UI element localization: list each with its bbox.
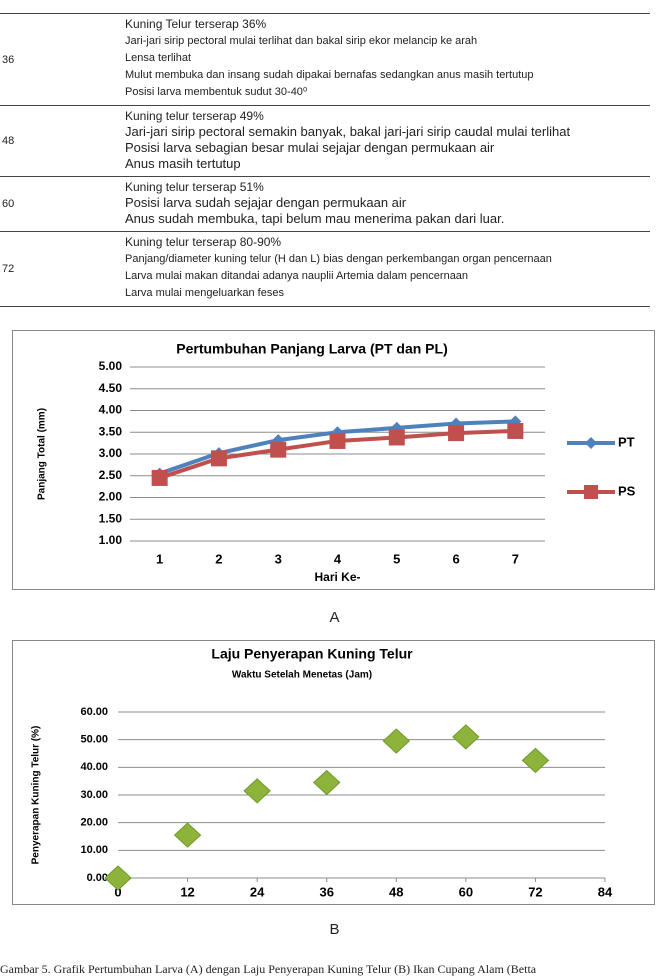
description-line: Larva mulai makan ditandai adanya naupli… — [125, 270, 469, 282]
data-point — [210, 450, 227, 467]
x-tick-label: 5 — [393, 551, 400, 566]
data-point — [507, 422, 524, 439]
description-line: Posisi larva sudah sejajar dengan permuk… — [125, 195, 407, 210]
x-tick-label: 48 — [389, 884, 403, 899]
legend-swatch — [585, 437, 597, 449]
x-tick-label: 72 — [528, 884, 542, 899]
table-row: 36 Kuning Telur terserap 36% Jari-jari sir… — [0, 14, 650, 106]
legend-label: PS — [618, 483, 636, 498]
y-tick-label: 3.50 — [99, 424, 123, 438]
hour-cell: 72 — [2, 263, 15, 275]
data-point — [388, 429, 405, 446]
chart-subtitle: Waktu Setelah Menetas (Jam) — [232, 670, 372, 681]
x-tick-label: 12 — [180, 884, 194, 899]
y-tick-label: 10.00 — [80, 844, 108, 856]
x-tick-label: 84 — [598, 884, 613, 899]
data-point — [270, 441, 287, 458]
x-tick-label: 4 — [334, 551, 342, 566]
y-tick-label: 4.00 — [99, 403, 123, 417]
description-line: Jari-jari sirip pectoral mulai terlihat … — [125, 35, 478, 47]
hour-cell: 60 — [2, 198, 15, 210]
description-line: Anus sudah membuka, tapi belum mau mener… — [125, 211, 505, 226]
x-tick-label: 3 — [275, 551, 282, 566]
y-tick-label: 2.50 — [99, 468, 123, 482]
chart-title: Pertumbuhan Panjang Larva (PT dan PL) — [176, 341, 447, 357]
table-row: 72 Kuning telur terserap 80-90% Panjang/di… — [0, 232, 650, 307]
data-point — [329, 432, 346, 449]
hour-cell: 36 — [2, 53, 15, 66]
y-tick-label: 0.00 — [87, 872, 108, 884]
y-tick-label: 3.00 — [99, 446, 123, 460]
description-line: Panjang/diameter kuning telur (H dan L) … — [125, 253, 552, 265]
data-point — [151, 469, 168, 486]
y-tick-label: 20.00 — [80, 817, 108, 829]
description-line: Larva mulai mengeluarkan feses — [125, 287, 284, 299]
description-line: Lensa terlihat — [125, 52, 192, 64]
table-row: 48 Kuning telur terserap 49% Jari-jari sir… — [0, 106, 650, 177]
y-tick-label: 30.00 — [80, 789, 108, 801]
data-point — [521, 747, 550, 774]
legend-label: PT — [618, 434, 635, 449]
x-tick-label: 0 — [114, 884, 121, 899]
data-point — [312, 769, 341, 796]
data-point — [452, 724, 480, 750]
chart-frame — [12, 330, 655, 590]
panel-label: A — [329, 609, 340, 626]
y-tick-label: 1.00 — [99, 533, 123, 547]
x-tick-label: 1 — [156, 551, 163, 566]
data-point — [243, 778, 271, 804]
hour-cell: 48 — [2, 135, 15, 147]
description-line: Kuning telur terserap 49% — [125, 109, 264, 123]
description-cell: Kuning telur terserap 51% Posisi larva su… — [125, 179, 650, 227]
x-tick-label: 60 — [459, 884, 473, 899]
description-cell: Kuning Telur terserap 36% Jari-jari sirip… — [125, 16, 650, 101]
x-tick-label: 6 — [452, 551, 459, 566]
data-point — [173, 822, 202, 848]
y-tick-label: 60.00 — [80, 706, 108, 718]
chart-b: Laju Penyerapan Kuning Telur Waktu Setela… — [12, 640, 655, 905]
data-point — [382, 728, 411, 754]
y-tick-label: 5.00 — [99, 359, 123, 373]
x-tick-label: 7 — [512, 551, 519, 566]
x-axis-title: Hari Ke- — [314, 570, 360, 584]
y-axis-title: Panjang Total (mm) — [37, 408, 48, 500]
y-tick-label: 2.00 — [99, 490, 123, 504]
description-line: Kuning telur terserap 80-90% — [125, 235, 282, 249]
description-cell: Kuning telur terserap 80-90% Panjang/diam… — [125, 234, 650, 302]
legend-swatch — [584, 485, 598, 499]
panel-label: B — [329, 921, 340, 938]
description-line: Posisi larva sebagian besar mulai sejaja… — [125, 140, 495, 155]
description-line: Kuning telur terserap 51% — [125, 180, 264, 194]
description-line: Mulut membuka dan insang sudah dipakai b… — [125, 69, 534, 81]
data-point — [448, 425, 465, 442]
x-tick-label: 36 — [319, 884, 333, 899]
x-tick-label: 24 — [250, 884, 265, 899]
y-tick-label: 4.50 — [99, 381, 123, 395]
description-line: Anus masih tertutup — [125, 156, 241, 171]
description-cell: Kuning telur terserap 49% Jari-jari sirip… — [125, 108, 650, 172]
y-tick-label: 1.50 — [99, 511, 123, 525]
data-point — [104, 865, 132, 891]
chart-frame — [12, 640, 655, 905]
description-line: Kuning Telur terserap 36% — [125, 17, 267, 31]
chart-a: Pertumbuhan Panjang Larva (PT dan PL) 1.0… — [12, 330, 655, 590]
table: 36 Kuning Telur terserap 36% Jari-jari sir… — [0, 13, 650, 307]
chart-title: Laju Penyerapan Kuning Telur — [211, 646, 413, 662]
y-tick-label: 50.00 — [80, 734, 108, 746]
table-row: 60 Kuning telur terserap 51% Posisi larva … — [0, 177, 650, 232]
caption: Gambar 5. Grafik Pertumbuhan Larva (A) d… — [0, 962, 537, 976]
data-point — [272, 434, 285, 447]
description-line: Jari-jari sirip pectoral semakin banyak,… — [125, 124, 571, 139]
y-tick-label: 40.00 — [80, 761, 108, 773]
y-axis-title: Penyerapan Kuning Telur (%) — [31, 726, 42, 865]
description-line: Posisi larva membentuk sudut 30-40⁰ — [125, 86, 308, 98]
x-tick-label: 2 — [215, 551, 222, 566]
